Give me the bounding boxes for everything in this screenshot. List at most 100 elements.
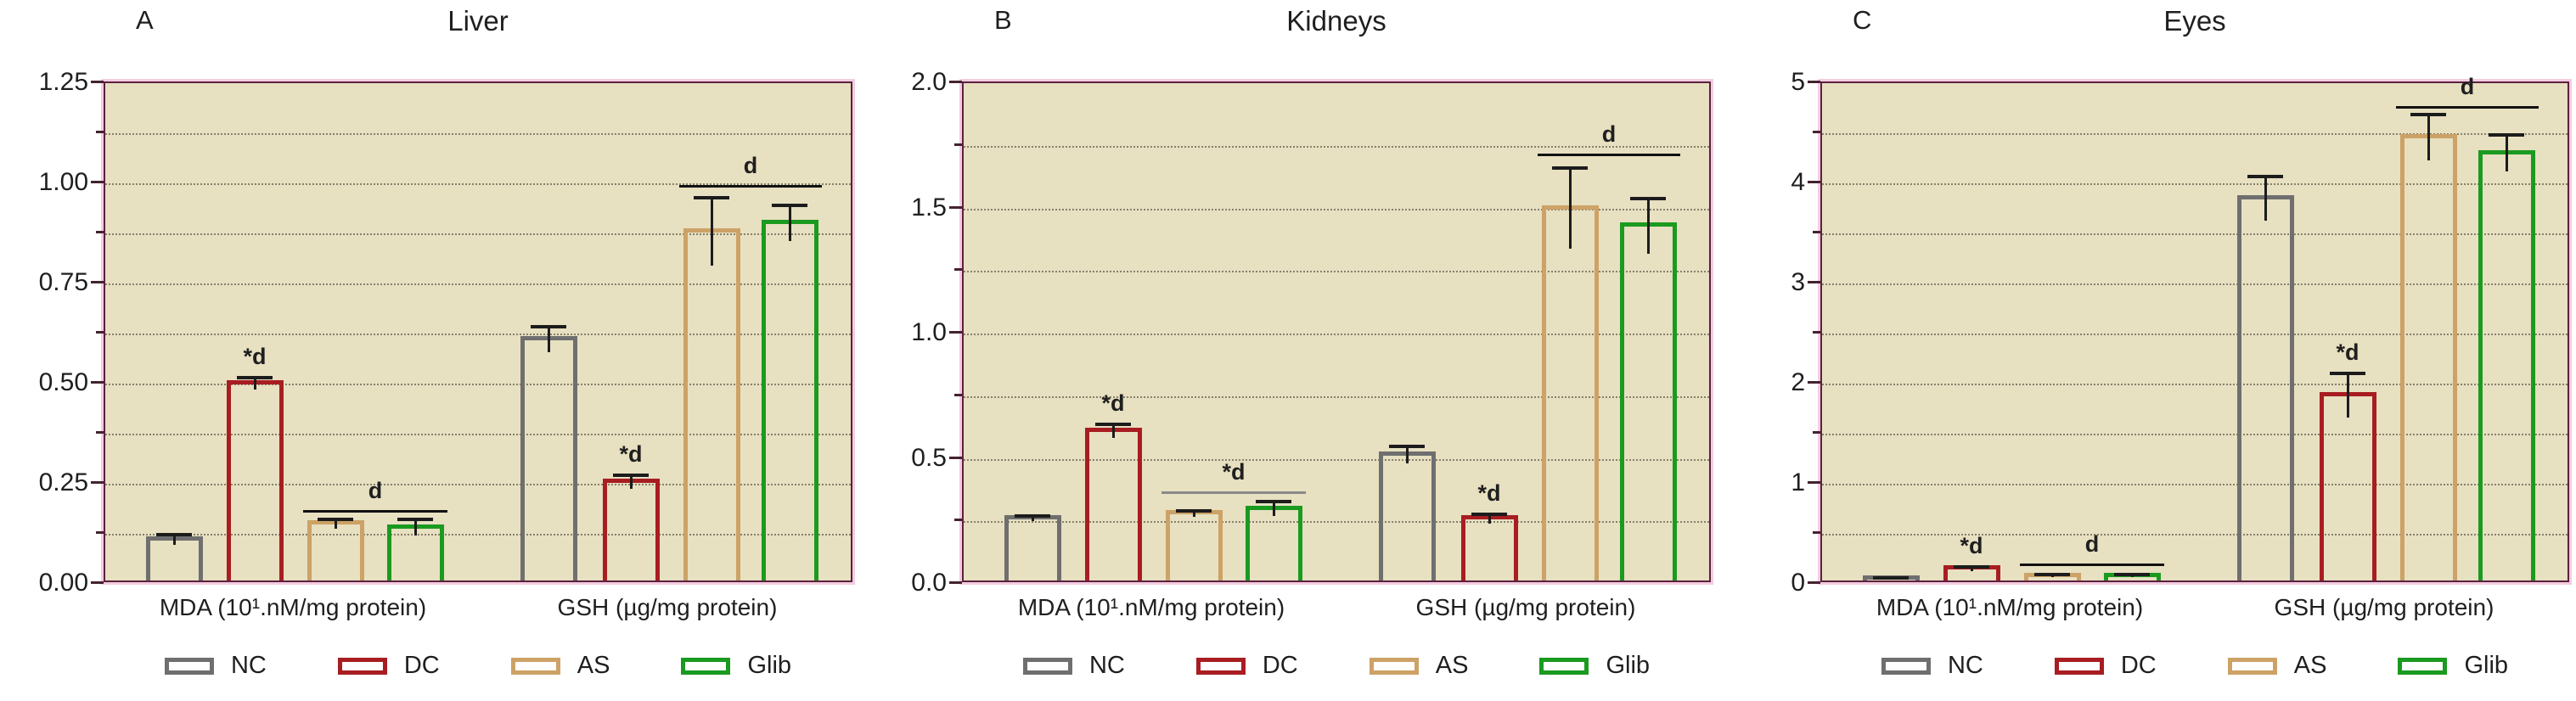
legend-item-dc: DC <box>337 652 440 680</box>
sig-bracket-label: d <box>368 477 383 503</box>
x-axis-group-label: MDA (10¹.nM/mg protein) <box>1017 594 1285 620</box>
gridline <box>105 233 851 235</box>
bar-dc-gsh <box>1460 515 1518 580</box>
legend-swatch-dc <box>337 657 387 675</box>
bar-as-gsh <box>2399 133 2457 580</box>
bar-as-mda <box>1165 510 1223 580</box>
y-axis-minor-tick <box>96 231 104 233</box>
error-bar-cap <box>1389 444 1425 448</box>
error-bar-cap <box>1176 508 1212 513</box>
y-axis-tick-label: 3 <box>1791 268 1805 296</box>
sig-bracket-label: d <box>2460 74 2475 100</box>
bar-dc-mda <box>1084 428 1142 580</box>
gridline <box>1822 233 2568 235</box>
error-bar-cap <box>2034 572 2070 576</box>
sig-star-label: *d <box>243 343 267 369</box>
y-axis-major-tick <box>949 205 962 209</box>
y-axis-minor-tick <box>1813 331 1820 334</box>
error-bar-cap <box>2489 133 2524 137</box>
bar-dc-gsh <box>602 478 660 580</box>
y-axis-major-tick <box>91 181 104 183</box>
legend-label: Glib <box>747 652 792 679</box>
error-bar-cap <box>156 533 192 537</box>
gridline <box>1822 334 2568 335</box>
sig-bracket-line <box>2020 564 2164 567</box>
legend-swatch-dc <box>1195 657 1246 675</box>
bar-nc-gsh <box>1378 451 1436 580</box>
y-axis-major-tick <box>1808 381 1820 384</box>
bar-glib-gsh <box>1619 222 1677 580</box>
y-axis-tick-label: 1.5 <box>911 193 947 222</box>
legend-label: DC <box>2120 652 2157 679</box>
gridline <box>1822 283 2568 285</box>
gridline <box>1822 434 2568 435</box>
error-bar-cap <box>2410 112 2446 116</box>
sig-star-label: *d <box>619 440 643 467</box>
y-axis-minor-tick <box>96 331 104 334</box>
legend-label: NC <box>1947 652 1983 679</box>
gridline <box>964 334 1709 335</box>
error-bar-cap <box>613 473 649 477</box>
y-axis-tick-label: 2.0 <box>911 68 947 96</box>
y-axis-minor-tick <box>954 268 962 272</box>
error-bar-cap <box>2114 573 2150 577</box>
error-bar-cap <box>1471 512 1507 516</box>
legend-label: NC <box>230 652 267 679</box>
y-axis-major-tick <box>1808 181 1820 183</box>
gridline <box>1822 534 2568 536</box>
y-axis-major-tick <box>91 381 104 384</box>
error-bar <box>172 535 176 545</box>
plot-area: *d d *d d <box>1820 74 2569 582</box>
legend-label: DC <box>403 652 440 679</box>
legend-swatch-glib <box>1539 657 1589 675</box>
legend-label: AS <box>1435 652 1469 679</box>
y-axis-tick-label: 5 <box>1791 68 1805 96</box>
legend-swatch-glib <box>2398 657 2448 675</box>
error-bar <box>2346 373 2349 418</box>
plot-area: *d *d *d d <box>962 81 1711 582</box>
error-bar-cap <box>772 203 807 207</box>
bar-as-mda <box>307 520 364 580</box>
y-axis-tick-label: 2 <box>1791 368 1805 396</box>
chart-title: Kidneys <box>1286 5 1386 36</box>
error-bar <box>710 197 713 266</box>
error-bar <box>413 519 417 536</box>
gridline <box>105 534 851 536</box>
legend-label: Glib <box>2464 652 2509 679</box>
gridline <box>1822 183 2568 185</box>
error-bar <box>547 326 550 353</box>
y-axis-major-tick <box>91 581 104 584</box>
error-bar <box>2264 176 2267 221</box>
gridline <box>105 183 851 185</box>
error-bar-cap <box>397 518 433 522</box>
legend-label: NC <box>1088 652 1125 679</box>
legend-swatch-glib <box>681 657 731 675</box>
panel-letter: A <box>136 5 154 35</box>
sig-bracket-label: d <box>743 153 758 179</box>
error-bar-cap <box>1873 575 1909 580</box>
x-axis-group-label: MDA (10¹.nM/mg protein) <box>159 594 427 620</box>
bar-dc-gsh <box>2319 392 2376 580</box>
legend-item-dc: DC <box>2054 652 2157 680</box>
y-axis-minor-tick <box>954 143 962 146</box>
error-bar <box>1568 168 1572 249</box>
panel-liver: A Liver *d d *d d 0.00 0.25 0.50 0.75 1.00 1.25 MDA … <box>0 0 858 701</box>
error-bar <box>1405 446 1409 464</box>
y-axis-minor-tick <box>1813 531 1820 534</box>
y-axis-major-tick <box>91 81 104 83</box>
error-bar-cap <box>2247 174 2283 178</box>
gridline <box>964 145 1709 148</box>
y-axis-minor-tick <box>1813 431 1820 434</box>
legend-item-glib: Glib <box>2398 652 2508 680</box>
error-bar-cap <box>531 324 566 328</box>
error-bar <box>1111 423 1115 439</box>
y-axis-minor-tick <box>96 531 104 534</box>
legend-item-as: AS <box>1369 652 1469 680</box>
gridline <box>964 458 1709 461</box>
y-axis-tick-label: 0.50 <box>38 368 88 396</box>
gridline <box>105 434 851 435</box>
error-bar-cap <box>1954 564 1989 569</box>
plot-area: *d d *d d <box>104 81 852 582</box>
x-axis-group-label: GSH (µg/mg protein) <box>557 594 778 620</box>
